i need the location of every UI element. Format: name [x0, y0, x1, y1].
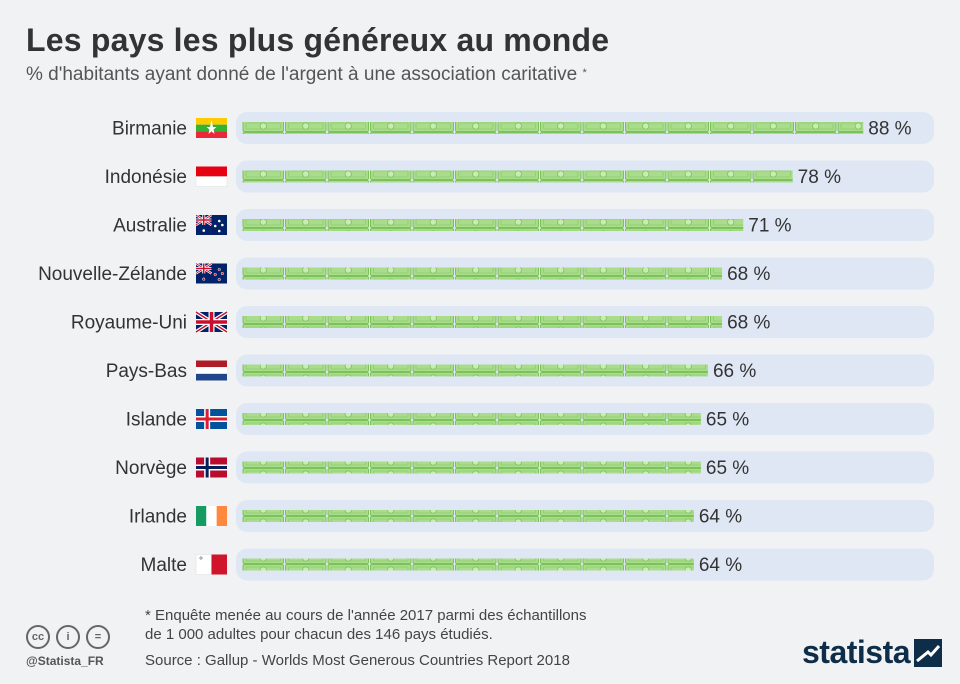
- bar: [242, 316, 723, 328]
- bar: [242, 267, 723, 280]
- category-label: Indonésie: [105, 167, 187, 188]
- category-label: Nouvelle-Zélande: [38, 264, 187, 285]
- license-icons: cc i =: [26, 625, 110, 649]
- cc-icon[interactable]: cc: [26, 625, 50, 649]
- malta-flag: [195, 554, 227, 575]
- bar-row: Malte 64 %: [141, 548, 934, 581]
- iceland-flag: [196, 409, 227, 429]
- source-note: Source : Gallup - Worlds Most Generous C…: [145, 652, 570, 669]
- bar: [242, 558, 694, 571]
- brand-wordmark: statista: [802, 634, 911, 670]
- value-label: 68 %: [727, 264, 770, 285]
- footnote: * Enquête menée au cours de l'année 2017…: [145, 607, 587, 643]
- ireland-flag: [196, 506, 227, 526]
- bar: [242, 219, 744, 231]
- category-label: Australie: [113, 216, 187, 237]
- value-label: 88 %: [868, 119, 911, 140]
- australia-flag: [195, 213, 227, 235]
- value-label: 71 %: [748, 216, 791, 237]
- bars-group: Birmanie 88 % Indonésie 78 % Australie 71 % No…: [38, 112, 934, 581]
- value-label: 66 %: [713, 361, 756, 382]
- value-label: 64 %: [699, 507, 742, 528]
- value-label: 65 %: [706, 458, 749, 479]
- subtitle-text: % d'habitants ayant donné de l'argent à …: [26, 64, 578, 85]
- bar: [242, 364, 708, 377]
- by-icon[interactable]: i: [56, 625, 80, 649]
- bar-row: Australie 71 %: [113, 209, 934, 241]
- bar-chart: Birmanie 88 % Indonésie 78 % Australie 71 % No…: [38, 112, 934, 581]
- category-label: Royaume-Uni: [71, 313, 187, 334]
- bar-row: Royaume-Uni 68 %: [71, 306, 934, 338]
- bar-row: Norvège 65 %: [115, 451, 934, 484]
- category-label: Birmanie: [112, 119, 187, 140]
- myanmar-flag: [196, 118, 227, 138]
- new-zealand-flag: [195, 262, 227, 284]
- value-label: 78 %: [798, 167, 841, 188]
- brand-logo-icon: [914, 638, 943, 667]
- bar: [242, 122, 864, 134]
- value-label: 64 %: [699, 555, 742, 576]
- norway-flag: [196, 457, 227, 478]
- indonesia-flag: [195, 166, 228, 187]
- category-label: Norvège: [115, 458, 187, 479]
- chart-title: Les pays les plus généreux au monde: [26, 22, 610, 58]
- bar-row: Nouvelle-Zélande 68 %: [38, 257, 934, 290]
- value-label: 68 %: [727, 313, 770, 334]
- category-label: Pays-Bas: [106, 361, 187, 382]
- bar: [242, 510, 694, 522]
- social-handle[interactable]: @Statista_FR: [26, 654, 104, 668]
- bar: [242, 413, 701, 425]
- bar: [242, 461, 701, 474]
- bar-row: Islande 65 %: [126, 403, 934, 435]
- chart-subtitle: % d'habitants ayant donné de l'argent à …: [26, 64, 587, 86]
- nd-icon[interactable]: =: [86, 625, 110, 649]
- category-label: Malte: [141, 555, 187, 576]
- bar-row: Birmanie 88 %: [112, 112, 934, 144]
- bar: [242, 170, 793, 183]
- netherlands-flag: [196, 360, 227, 381]
- statista-logo[interactable]: statista: [802, 634, 943, 671]
- category-label: Irlande: [129, 507, 187, 528]
- bar-row: Pays-Bas 66 %: [106, 354, 934, 387]
- category-label: Islande: [126, 410, 187, 431]
- uk-flag: [194, 310, 229, 334]
- bar-row: Indonésie 78 %: [105, 160, 934, 193]
- bar-row: Irlande 64 %: [129, 500, 934, 532]
- value-label: 65 %: [706, 410, 749, 431]
- subtitle-footnote-mark: *: [582, 67, 587, 79]
